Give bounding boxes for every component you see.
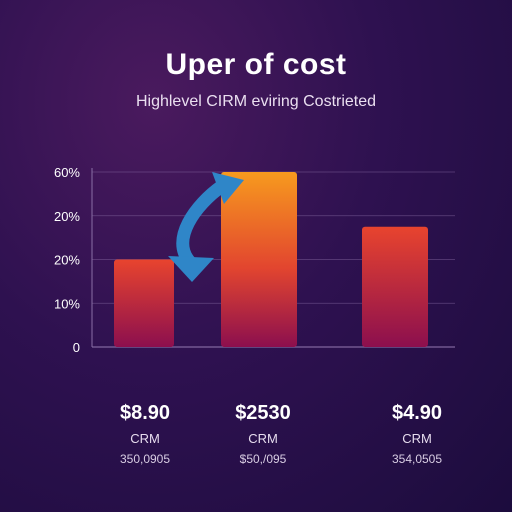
value-block-2: $2530 CRM $50,/095 [198, 402, 328, 466]
y-tick-label: 20% [54, 253, 80, 268]
value-amount: $2530 [235, 402, 291, 424]
chart-subtitle: Highlevel CIRM eviring Costrieted [135, 93, 377, 110]
value-label: CRM [248, 431, 278, 446]
chart-title: Uper of cost [165, 48, 347, 81]
arrow-body [176, 180, 226, 267]
arrow-head-down [168, 256, 214, 282]
value-amount: $4.90 [391, 402, 443, 424]
value-block-3: $4.90 CRM 354,0505 [352, 402, 482, 466]
arrow-annotation [168, 172, 244, 282]
value-amount: $8.90 [119, 402, 171, 424]
y-tick-label: 60% [54, 165, 80, 180]
value-sub: 350,0905 [119, 452, 171, 466]
value-sub: $50,/095 [239, 452, 287, 466]
value-label: CRM [130, 431, 160, 446]
value-sub: 354,0505 [391, 452, 443, 466]
bar-1 [114, 259, 174, 347]
value-block-1: $8.90 CRM 350,0905 [80, 402, 210, 466]
bar-3 [362, 226, 428, 347]
value-label: CRM [402, 431, 432, 446]
bar-2 [221, 172, 297, 347]
y-tick-label: 10% [54, 296, 80, 311]
y-tick-label: 0 [73, 340, 80, 355]
bars [114, 172, 428, 347]
arrow-head-up [212, 172, 244, 204]
y-tick-label: 20% [54, 209, 80, 224]
y-axis-ticks: 0 10% 20% 20% 60% [54, 165, 80, 355]
